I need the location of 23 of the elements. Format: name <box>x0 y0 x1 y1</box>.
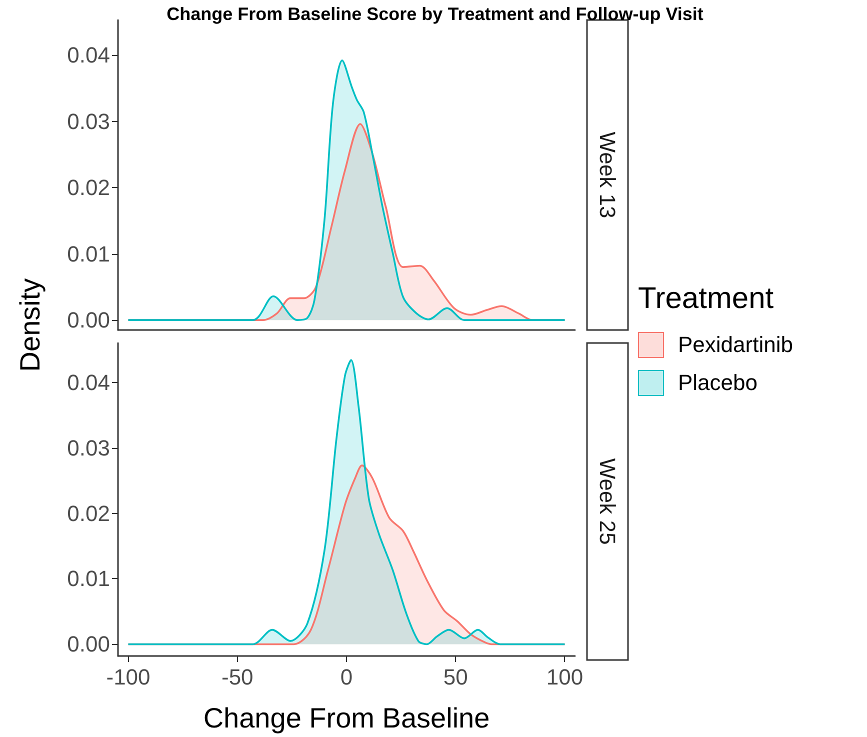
y-tick-label: 0.01 <box>67 241 110 266</box>
y-tick-label: 0.00 <box>67 632 110 657</box>
y-axis-title: Density <box>14 278 46 372</box>
y-tick-label: 0.02 <box>67 500 110 526</box>
y-tick-label: 0.01 <box>67 566 110 592</box>
text: Week 25 <box>595 458 620 545</box>
y-tick-label: 0.03 <box>67 435 110 460</box>
y-tick-label: 0.04 <box>67 370 110 395</box>
x-tick-label: 100 <box>546 664 584 690</box>
y-tick-label: 0.04 <box>67 42 110 68</box>
x-tick-label: 50 <box>443 664 468 690</box>
x-axis-title: Change From Baseline <box>203 702 490 734</box>
x-tick-label: 0 <box>340 664 353 690</box>
legend-label: Placebo <box>678 370 758 396</box>
x-tick-label: -100 <box>106 664 150 690</box>
y-tick-label: 0.02 <box>67 175 110 200</box>
y-tick-label: 0.03 <box>67 108 110 134</box>
y-tick-label: 0.00 <box>67 308 110 333</box>
legend-label: Pexidartinib <box>678 332 793 358</box>
chart-title: Change From Baseline Score by Treatment and Follow-up Visit <box>166 4 704 24</box>
legend-title: Treatment <box>638 282 775 316</box>
text: Week 13 <box>595 132 620 218</box>
x-tick-label: -50 <box>221 664 254 690</box>
